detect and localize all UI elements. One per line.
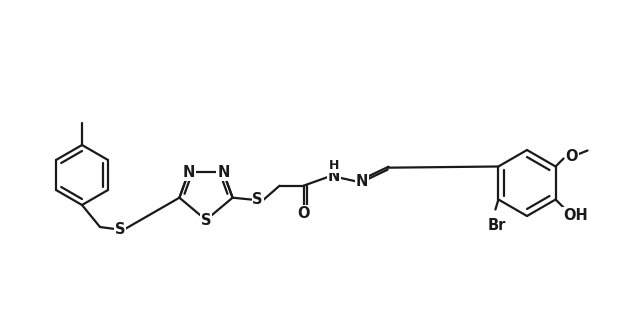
Text: H: H	[328, 159, 339, 172]
Text: N: N	[217, 165, 230, 180]
Text: S: S	[115, 221, 125, 236]
Text: Br: Br	[487, 218, 506, 233]
Text: O: O	[565, 149, 578, 164]
Text: OH: OH	[563, 208, 588, 223]
Text: S: S	[201, 212, 211, 227]
Text: N: N	[355, 174, 368, 189]
Text: N: N	[182, 165, 195, 180]
Text: S: S	[252, 192, 263, 207]
Text: O: O	[298, 206, 310, 221]
Text: N: N	[328, 169, 340, 184]
